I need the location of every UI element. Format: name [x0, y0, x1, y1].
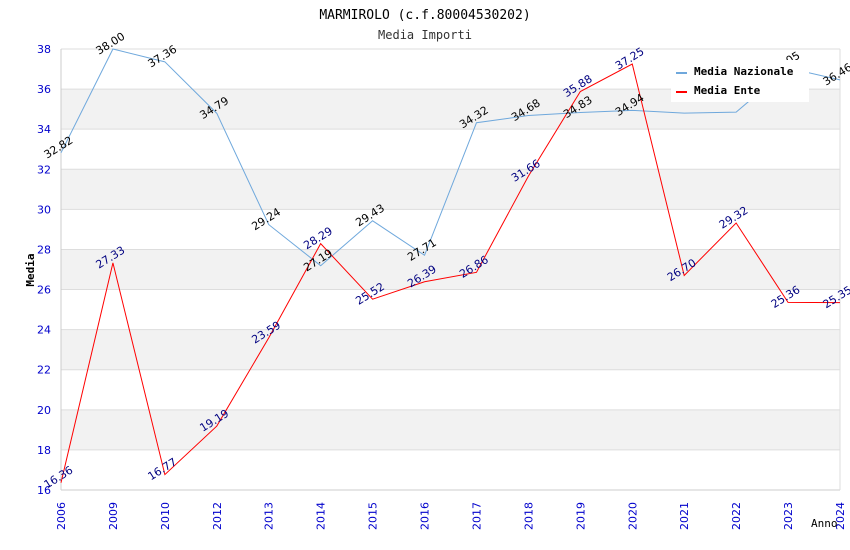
data-label: 37.36	[146, 43, 180, 71]
x-tick-label: 2024	[834, 502, 847, 530]
grid-band	[61, 249, 840, 290]
series-line-media-nazionale	[60, 48, 841, 267]
y-tick-label: 18	[37, 444, 51, 457]
x-tick-label: 2022	[730, 502, 743, 530]
grid-band	[61, 409, 840, 450]
x-tick-label: 2023	[782, 502, 795, 530]
x-tick-label: 2015	[367, 502, 380, 530]
x-tick-label: 2020	[626, 502, 639, 530]
x-tick-label: 2013	[263, 502, 276, 530]
y-tick-label: 28	[37, 243, 51, 256]
grid-band	[61, 329, 840, 370]
x-tick-label: 2018	[522, 502, 535, 530]
x-tick-label: 2017	[470, 502, 483, 530]
y-tick-label: 36	[37, 83, 51, 96]
chart-title: MARMIROLO (c.f.80004530202)	[319, 8, 530, 23]
data-label: 36.46	[821, 61, 850, 89]
x-tick-label: 2009	[107, 502, 120, 530]
data-label: 16.77	[146, 455, 180, 483]
y-tick-label: 24	[37, 324, 51, 337]
x-tick-label: 2021	[678, 502, 691, 530]
y-tick-label: 32	[37, 163, 51, 176]
y-tick-label: 38	[37, 43, 51, 56]
legend-box	[671, 60, 809, 102]
y-axis-label: Media	[24, 253, 37, 286]
legend-label-media-ente: Media Ente	[694, 84, 761, 97]
data-label: 32.82	[42, 134, 76, 162]
series-lines	[60, 48, 841, 483]
x-tick-label: 2012	[211, 502, 224, 530]
chart-subtitle: Media Importi	[378, 28, 472, 42]
x-tick-label: 2006	[55, 502, 68, 530]
x-tick-label: 2010	[159, 502, 172, 530]
legend-label-media-nazionale: Media Nazionale	[694, 65, 794, 78]
x-tick-label: 2019	[574, 502, 587, 530]
data-label: 16.36	[42, 464, 76, 492]
x-tick-label: 2014	[315, 502, 328, 530]
x-axis-ticks: 2006 2009 2010 2012 2013 2014 2015 2016 2017 2018…	[55, 502, 847, 530]
x-axis-label: Anno	[811, 517, 838, 530]
y-tick-label: 22	[37, 364, 51, 377]
grid-bands	[61, 89, 840, 450]
y-tick-label: 30	[37, 203, 51, 216]
y-tick-label: 34	[37, 123, 51, 136]
x-tick-label: 2016	[419, 502, 432, 530]
series-line-media-ente	[60, 63, 841, 483]
legend: Media Nazionale Media Ente	[671, 60, 809, 102]
y-axis-ticks: 16 18 20 22 24 26 28 30 32 34 36 38	[37, 43, 51, 497]
y-tick-label: 26	[37, 284, 51, 297]
y-tick-label: 16	[37, 484, 51, 497]
y-tick-label: 20	[37, 404, 51, 417]
